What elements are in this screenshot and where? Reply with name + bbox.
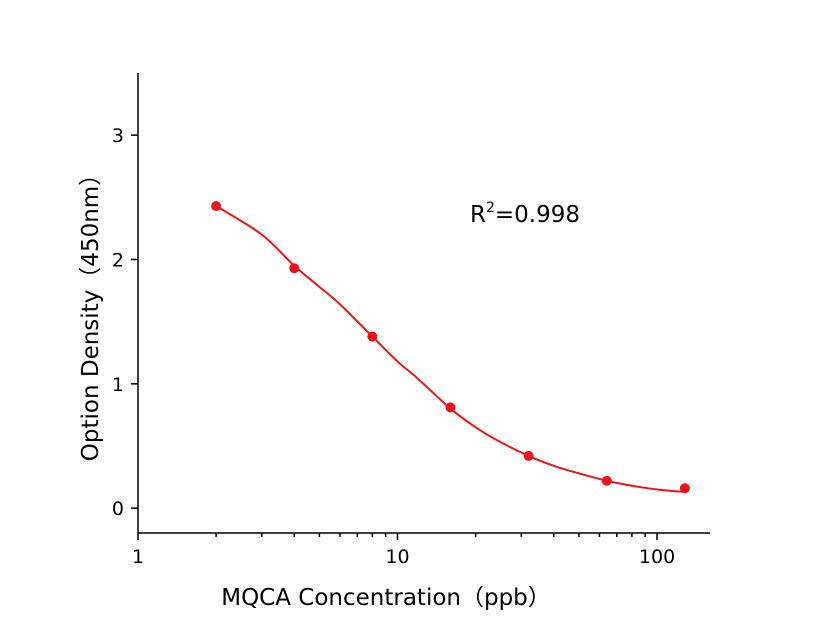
y-tick-label: 0: [112, 498, 124, 520]
r-squared-value: =0.998: [495, 202, 580, 228]
data-point: [601, 475, 612, 486]
r-squared-base: R: [470, 202, 486, 228]
axes-layer: [137, 73, 710, 534]
data-point: [289, 263, 300, 274]
data-point: [211, 201, 222, 212]
data-points-layer: [211, 201, 690, 494]
ticks-layer: 1 10 100 0 1 2 3: [112, 125, 675, 568]
r-squared-superscript: 2: [486, 200, 495, 216]
data-point: [679, 483, 690, 494]
x-tick-label: 10: [385, 546, 409, 568]
fit-curve-line: [215, 205, 685, 493]
y-tick-label: 3: [112, 125, 124, 147]
y-tick-label: 1: [112, 374, 124, 396]
y-tick-label: 2: [112, 249, 124, 271]
x-tick-label: 100: [639, 546, 675, 568]
y-axis-title: Option Density（450nm）: [78, 163, 104, 461]
x-axis-title: MQCA Concentration（ppb）: [221, 585, 551, 611]
fit-curve-layer: [215, 205, 685, 493]
r-squared-annotation: R2=0.998: [470, 200, 580, 228]
x-tick-label: 1: [132, 546, 144, 568]
data-point: [523, 450, 534, 461]
data-point: [445, 402, 456, 413]
data-point: [367, 331, 378, 342]
